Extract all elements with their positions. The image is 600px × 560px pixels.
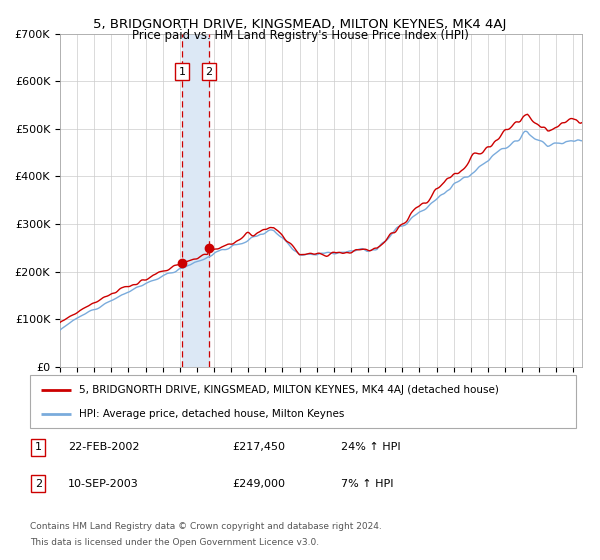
Text: 22-FEB-2002: 22-FEB-2002 bbox=[68, 442, 140, 452]
Text: Price paid vs. HM Land Registry's House Price Index (HPI): Price paid vs. HM Land Registry's House … bbox=[131, 29, 469, 42]
Text: Contains HM Land Registry data © Crown copyright and database right 2024.: Contains HM Land Registry data © Crown c… bbox=[30, 522, 382, 531]
Text: 7% ↑ HPI: 7% ↑ HPI bbox=[341, 479, 394, 489]
Bar bbox=[182, 34, 209, 367]
Text: 1: 1 bbox=[35, 442, 41, 452]
Text: 2: 2 bbox=[35, 479, 42, 489]
Text: This data is licensed under the Open Government Licence v3.0.: This data is licensed under the Open Gov… bbox=[30, 538, 319, 547]
Text: 5, BRIDGNORTH DRIVE, KINGSMEAD, MILTON KEYNES, MK4 4AJ: 5, BRIDGNORTH DRIVE, KINGSMEAD, MILTON K… bbox=[94, 18, 506, 31]
Text: 2: 2 bbox=[205, 67, 212, 77]
Text: £217,450: £217,450 bbox=[232, 442, 285, 452]
Text: 5, BRIDGNORTH DRIVE, KINGSMEAD, MILTON KEYNES, MK4 4AJ (detached house): 5, BRIDGNORTH DRIVE, KINGSMEAD, MILTON K… bbox=[79, 385, 499, 395]
Text: HPI: Average price, detached house, Milton Keynes: HPI: Average price, detached house, Milt… bbox=[79, 409, 344, 419]
Text: 24% ↑ HPI: 24% ↑ HPI bbox=[341, 442, 401, 452]
Text: £249,000: £249,000 bbox=[232, 479, 285, 489]
FancyBboxPatch shape bbox=[30, 375, 576, 428]
Text: 1: 1 bbox=[179, 67, 185, 77]
Text: 10-SEP-2003: 10-SEP-2003 bbox=[68, 479, 139, 489]
